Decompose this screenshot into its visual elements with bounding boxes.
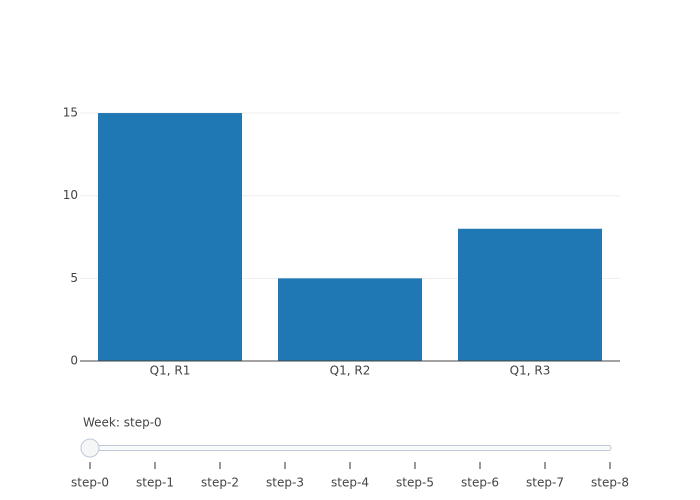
slider-track[interactable]: [89, 445, 612, 451]
slider-step-label[interactable]: step-3: [266, 476, 304, 490]
y-tick-label: 5: [70, 271, 78, 285]
slider-step-label[interactable]: step-7: [526, 476, 564, 490]
slider-step-label[interactable]: step-5: [396, 476, 434, 490]
x-tick-label: Q1, R1: [150, 364, 191, 378]
bar: [278, 278, 422, 361]
x-tick-label: Q1, R3: [510, 364, 551, 378]
slider-step-label[interactable]: step-8: [591, 476, 629, 490]
bar: [458, 228, 602, 361]
slider-step-label[interactable]: step-0: [71, 476, 109, 490]
bar: [98, 113, 242, 362]
slider-step-label[interactable]: step-6: [461, 476, 499, 490]
slider-current-value: Week: step-0: [83, 416, 162, 430]
slider-step-label[interactable]: step-1: [136, 476, 174, 490]
slider-step-label[interactable]: step-2: [201, 476, 239, 490]
y-tick-label: 15: [63, 106, 78, 120]
slider-step-label[interactable]: step-4: [331, 476, 369, 490]
y-tick-label: 0: [70, 354, 78, 368]
x-tick-label: Q1, R2: [330, 364, 371, 378]
slider-handle[interactable]: [80, 438, 100, 458]
y-tick-label: 10: [63, 188, 78, 202]
